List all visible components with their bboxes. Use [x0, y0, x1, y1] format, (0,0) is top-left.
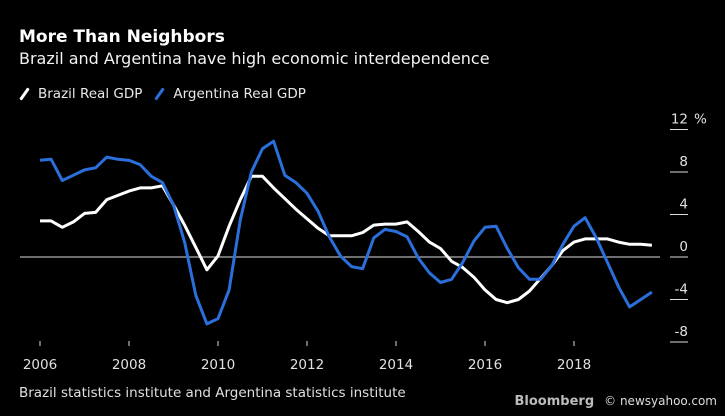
- chart-title: More Than Neighbors: [19, 27, 225, 47]
- x-tick-label: 2008: [112, 357, 146, 373]
- chart-subtitle: Brazil and Argentina have high economic …: [19, 49, 490, 68]
- y-tick-label: 4: [679, 197, 688, 213]
- y-unit-label: %: [694, 112, 707, 128]
- x-tick-label: 2018: [557, 357, 591, 373]
- series-line-argentina: [39, 139, 653, 326]
- x-tick-label: 2010: [201, 357, 235, 373]
- y-tick-label: -8: [675, 324, 688, 340]
- legend: Brazil Real GDP Argentina Real GDP: [19, 86, 306, 102]
- y-tick-label: 8: [679, 154, 688, 170]
- credits: Bloomberg © newsyahoo.com: [515, 394, 717, 409]
- y-tick-label: 0: [679, 239, 688, 255]
- y-tick-label: -4: [675, 282, 688, 298]
- bloomberg-logo: Bloomberg: [514, 394, 595, 409]
- legend-label-argentina: Argentina Real GDP: [173, 86, 306, 102]
- y-tick-label: 12: [671, 112, 688, 128]
- x-tick-label: 2006: [23, 357, 57, 373]
- x-tick-label: 2016: [468, 357, 502, 373]
- series-line-brazil: [40, 174, 653, 305]
- x-tick-label: 2012: [290, 357, 324, 373]
- source-note: Brazil statistics institute and Argentin…: [19, 385, 406, 401]
- x-tick-label: 2014: [379, 357, 413, 373]
- watermark: © newsyahoo.com: [604, 394, 717, 408]
- legend-label-brazil: Brazil Real GDP: [38, 86, 143, 102]
